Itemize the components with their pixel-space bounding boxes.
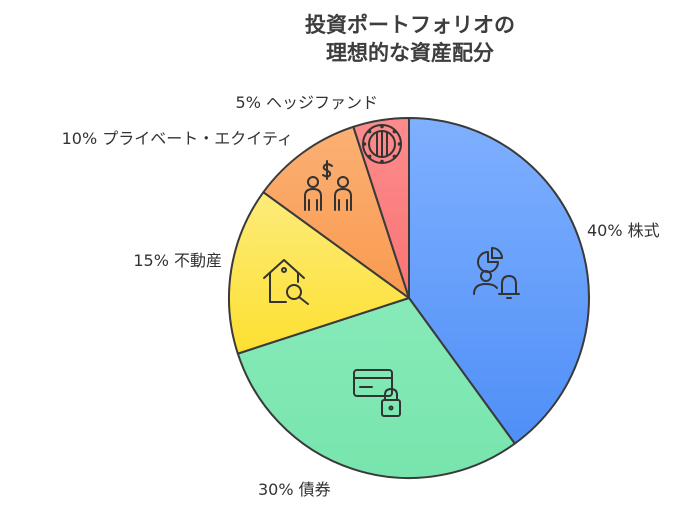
slice-hedge-funds [352,117,410,299]
people-dollar-icon [304,160,352,211]
slice-private-equity [262,125,410,299]
chart-title-line-2: 理想的な資産配分 [326,41,494,65]
slice-label-bonds: 30% 債券 [258,480,331,499]
house-search-icon [263,259,309,305]
slice-label-hedge-funds: 5% ヘッジファンド [236,93,378,112]
credit-card-lock-icon [353,369,401,417]
vault-icon [362,124,402,164]
pie-chart-user-bell-icon [473,247,520,299]
slice-label-stocks: 40% 株式 [587,221,660,240]
slice-bonds [236,297,516,479]
slice-label-real-estate: 15% 不動産 [133,251,222,270]
slice-stocks [408,117,590,445]
slice-label-private-equity: 10% プライベート・エクイティ [62,129,293,148]
chart-title-line-1: 投資ポートフォリオの [305,13,515,37]
slice-real-estate [228,191,410,355]
